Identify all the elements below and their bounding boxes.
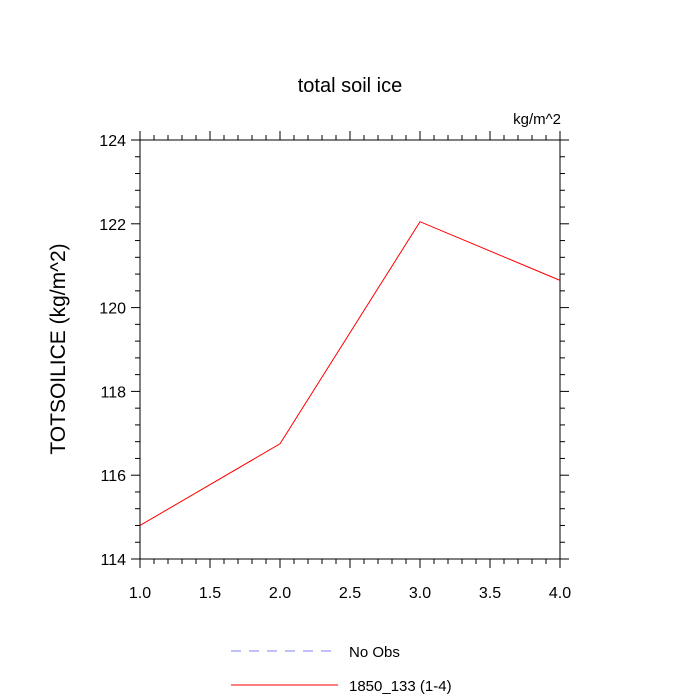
plot-frame (139, 139, 561, 560)
x-tick-label: 4.0 (549, 585, 571, 602)
y-tick-label: 120 (99, 301, 126, 318)
axis-ticks (131, 131, 569, 568)
x-tick-label: 2.5 (339, 585, 361, 602)
x-tick-label: 3.5 (479, 585, 501, 602)
y-tick-label: 124 (99, 133, 126, 150)
series-layer (139, 221, 561, 526)
x-tick-label: 3.0 (409, 585, 431, 602)
chart-title: total soil ice (298, 75, 403, 97)
series-line (139, 221, 561, 526)
legend: No Obs 1850_133 (1-4) (231, 644, 452, 695)
x-tick-label: 1.0 (129, 585, 151, 602)
x-tick-label: 2.0 (269, 585, 291, 602)
y-tick-label: 122 (99, 217, 126, 234)
legend-label: No Obs (349, 644, 400, 661)
x-tick-label: 1.5 (199, 585, 221, 602)
y-axis-label: TOTSOILICE (kg/m^2) (47, 243, 70, 454)
units-label: kg/m^2 (513, 111, 561, 128)
y-tick-label: 118 (100, 384, 126, 401)
y-tick-label: 116 (100, 468, 126, 485)
y-tick-label: 114 (100, 552, 126, 569)
legend-label: 1850_133 (1-4) (349, 678, 452, 695)
axis-tick-labels: 1.0 1.5 2.0 2.5 3.0 3.5 4.0 114 116 118 120 122 124 (99, 133, 571, 602)
